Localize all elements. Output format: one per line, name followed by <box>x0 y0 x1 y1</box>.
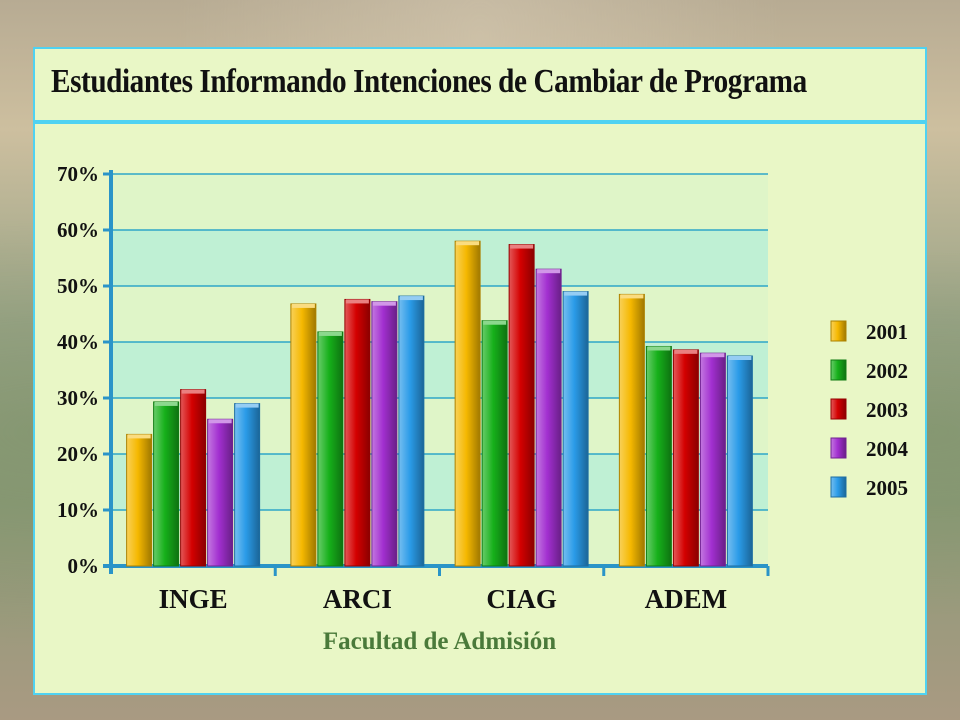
grid-band <box>111 174 768 230</box>
bar-cap-inge-2005 <box>235 403 259 408</box>
bar-chart: 0% 10% 20% 30% 40% 50% 60% 70% INGE ARCI CIAG ADEM F… <box>57 162 909 655</box>
bar-inge-2001 <box>126 433 153 567</box>
y-tick-label: 40% <box>57 330 99 354</box>
x-category-label: ADEM <box>645 584 728 614</box>
bar-cap-inge-2003 <box>181 389 205 394</box>
y-tick-label: 20% <box>57 442 99 466</box>
legend-swatch-2005 <box>830 476 847 498</box>
bar-ciag-2001 <box>454 240 481 567</box>
legend-swatch-2003 <box>830 398 847 420</box>
bar-inge-2004 <box>207 418 234 567</box>
bar-cap-adem-2003 <box>674 349 698 354</box>
bar-cap-ciag-2005 <box>564 291 588 296</box>
legend-label-2005: 2005 <box>866 476 908 500</box>
bar-cap-inge-2002 <box>154 401 178 406</box>
bar-adem-2004 <box>699 352 726 567</box>
grid-band <box>111 286 768 342</box>
x-axis-label: Facultad de Admisión <box>323 628 556 655</box>
bar-cap-adem-2001 <box>620 294 644 299</box>
bar-cap-ciag-2004 <box>537 269 561 274</box>
bar-arci-2005 <box>398 295 425 567</box>
bar-cap-arci-2005 <box>399 296 423 301</box>
bar-cap-adem-2005 <box>728 356 752 360</box>
y-tick-label: 60% <box>57 218 99 242</box>
legend-label-2002: 2002 <box>866 359 908 383</box>
y-tick-label: 50% <box>57 274 99 298</box>
y-tick-label: 30% <box>57 386 99 410</box>
bar-cap-arci-2004 <box>372 301 396 306</box>
bar-cap-ciag-2003 <box>510 244 534 249</box>
bar-arci-2003 <box>344 298 371 567</box>
grid-band <box>111 230 768 286</box>
bar-adem-2003 <box>672 349 699 567</box>
bar-cap-arci-2002 <box>318 331 342 336</box>
bar-cap-adem-2002 <box>647 346 671 351</box>
bar-ciag-2005 <box>562 291 589 567</box>
x-category-label: INGE <box>159 584 228 614</box>
bar-arci-2004 <box>371 301 398 567</box>
legend-swatch-2002 <box>830 359 847 381</box>
bar-inge-2005 <box>234 403 261 567</box>
legend-label-2004: 2004 <box>866 437 909 461</box>
bar-cap-inge-2001 <box>127 434 151 439</box>
y-tick-label: 0% <box>68 554 100 578</box>
bar-adem-2002 <box>645 345 672 567</box>
bar-ciag-2002 <box>481 320 508 567</box>
slide-panel: Estudiantes Informando Intenciones de Ca… <box>33 47 927 695</box>
legend-swatch-2001 <box>830 320 847 342</box>
bar-inge-2002 <box>153 401 180 567</box>
bar-cap-arci-2001 <box>291 303 315 308</box>
bar-cap-ciag-2001 <box>456 241 480 246</box>
bar-ciag-2004 <box>535 268 562 567</box>
y-tick-label: 10% <box>57 498 99 522</box>
bar-arci-2002 <box>317 331 344 567</box>
bar-arci-2001 <box>290 303 317 567</box>
x-category-label: CIAG <box>486 584 557 614</box>
x-category-label: ARCI <box>323 584 392 614</box>
y-tick-label: 70% <box>57 162 99 186</box>
title-bar: Estudiantes Informando Intenciones de Ca… <box>35 49 925 124</box>
bar-cap-ciag-2002 <box>483 320 507 325</box>
bar-inge-2003 <box>180 389 207 567</box>
legend-label-2003: 2003 <box>866 398 908 422</box>
bar-adem-2001 <box>618 293 645 567</box>
legend-swatch-2004 <box>830 437 847 459</box>
bar-cap-inge-2004 <box>208 419 232 424</box>
bar-adem-2005 <box>726 355 753 567</box>
chart-title: Estudiantes Informando Intenciones de Ca… <box>51 63 807 100</box>
bar-cap-arci-2003 <box>345 299 369 304</box>
bar-cap-adem-2004 <box>701 353 725 358</box>
bar-ciag-2003 <box>508 244 535 567</box>
legend-label-2001: 2001 <box>866 320 908 344</box>
